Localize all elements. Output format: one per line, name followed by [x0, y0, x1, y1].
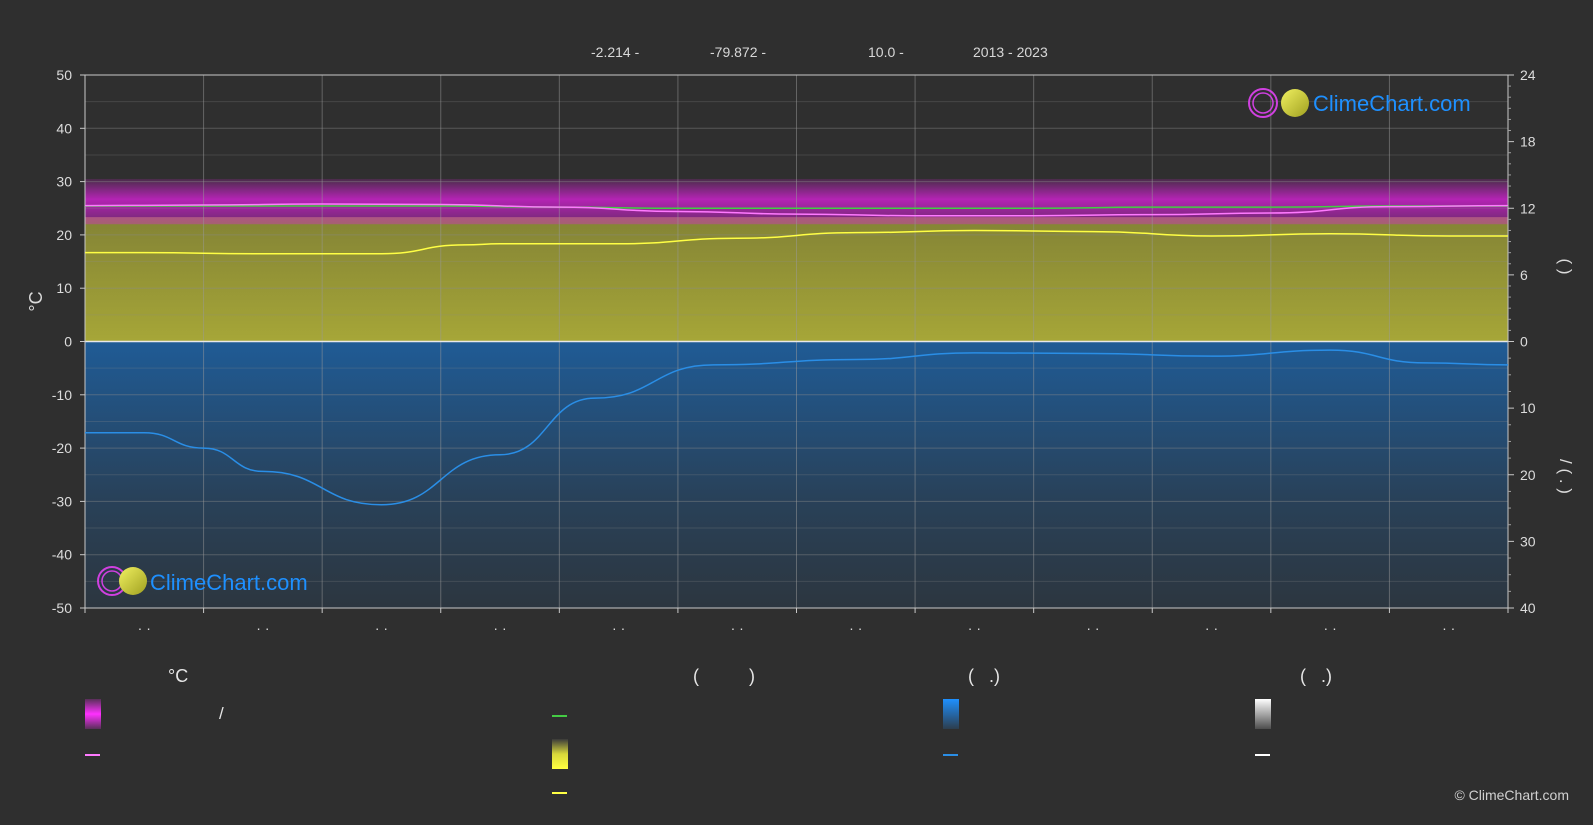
y-right-bottom-tick-label: 30 — [1520, 533, 1536, 549]
x-tick-label: · · — [1205, 620, 1218, 636]
series-sunshine-line — [85, 229, 1508, 255]
y-left-tick-label: 50 — [56, 67, 72, 83]
x-tick-label: · · — [493, 620, 506, 636]
y-left-tick-label: 0 — [64, 334, 72, 350]
chart-grid — [84, 74, 1509, 609]
legend-temp-mean-swatch — [85, 754, 100, 756]
header-latitude: -2.214 - — [591, 44, 640, 60]
x-tick-label: · · — [138, 620, 151, 636]
y-left-tick-label: -40 — [52, 547, 72, 563]
y-right-top-tick-label: 24 — [1520, 67, 1536, 83]
y-left-tick-label: 40 — [56, 120, 72, 136]
x-tick-label: · · — [1086, 620, 1099, 636]
y-right-top-axis-label: ( ) — [1556, 258, 1575, 274]
logo-top-text: ClimeChart.com — [1313, 91, 1471, 116]
legend-snow-heading: ( .) — [1300, 666, 1332, 686]
y-right-bottom-tick-label: 40 — [1520, 600, 1536, 616]
chart-series — [84, 203, 1509, 506]
y-right-bottom-axis-label: / ( . ) — [1556, 459, 1575, 494]
logo-bottom-text: ClimeChart.com — [150, 570, 308, 595]
x-tick-label: · · — [731, 620, 744, 636]
y-left-tick-label: -50 — [52, 600, 72, 616]
y-left-tick-label: -30 — [52, 493, 72, 509]
y-right-bottom-tick-label: 10 — [1520, 400, 1536, 416]
logo-bottom: ClimeChart.com — [97, 566, 308, 596]
legend-temp-heading: °C — [168, 666, 189, 686]
x-tick-label: · · — [256, 620, 269, 636]
legend-daylight-swatch — [552, 715, 567, 717]
header-period: 2013 - 2023 — [973, 44, 1048, 60]
x-tick-label: · · — [612, 620, 625, 636]
legend-temp-range-swatch — [85, 699, 101, 729]
logo-sun-icon — [1281, 89, 1309, 117]
legend-rain-swatch — [943, 699, 959, 729]
y-left-tick-label: 20 — [56, 227, 72, 243]
legend-rain-heading: ( .) — [968, 666, 1000, 686]
legend-snow-swatch — [1255, 699, 1271, 729]
copyright: © ClimeChart.com — [1454, 787, 1569, 803]
x-tick-label: · · — [849, 620, 862, 636]
x-tick-label: · · — [375, 620, 388, 636]
y-left-tick-label: -20 — [52, 440, 72, 456]
legend-snow-mean-swatch — [1255, 754, 1270, 756]
logo-sun-icon — [119, 567, 147, 595]
legend-sun-heading: ( ) — [693, 666, 755, 686]
y-left-tick-label: -10 — [52, 387, 72, 403]
legend-rain-mean-swatch — [943, 754, 958, 756]
y-right-bottom-tick-label: 20 — [1520, 467, 1536, 483]
series-precip-line — [85, 349, 1509, 506]
legend-sunshine-swatch — [552, 739, 568, 769]
x-tick-label: · · — [968, 620, 981, 636]
logo-top: ClimeChart.com — [1248, 88, 1471, 118]
legend-sunshine-mean-swatch — [552, 792, 567, 794]
header-elevation: 10.0 - — [868, 44, 904, 60]
y-right-top-tick-label: 0 — [1520, 334, 1528, 350]
y-left-axis-label: °C — [26, 291, 46, 311]
logo-ring-icon — [1248, 88, 1278, 118]
chart-axes: 50 40 30 20 10 0 -10 -20 -30 -40 -50 °C 24 18 12 6 0 10 20… — [26, 67, 1575, 636]
legend-temp-range-label: / — [219, 704, 224, 723]
y-left-tick-label: 30 — [56, 174, 72, 190]
x-tick-label: · · — [1442, 620, 1455, 636]
y-right-top-tick-label: 12 — [1520, 200, 1536, 216]
y-right-top-tick-label: 6 — [1520, 267, 1528, 283]
header-longitude: -79.872 - — [710, 44, 767, 60]
y-right-top-tick-label: 18 — [1520, 134, 1536, 150]
series-daylight-line — [84, 205, 1508, 209]
y-left-tick-label: 10 — [56, 280, 72, 296]
series-temp_mean-line — [84, 203, 1509, 217]
x-tick-label: · · — [1324, 620, 1337, 636]
